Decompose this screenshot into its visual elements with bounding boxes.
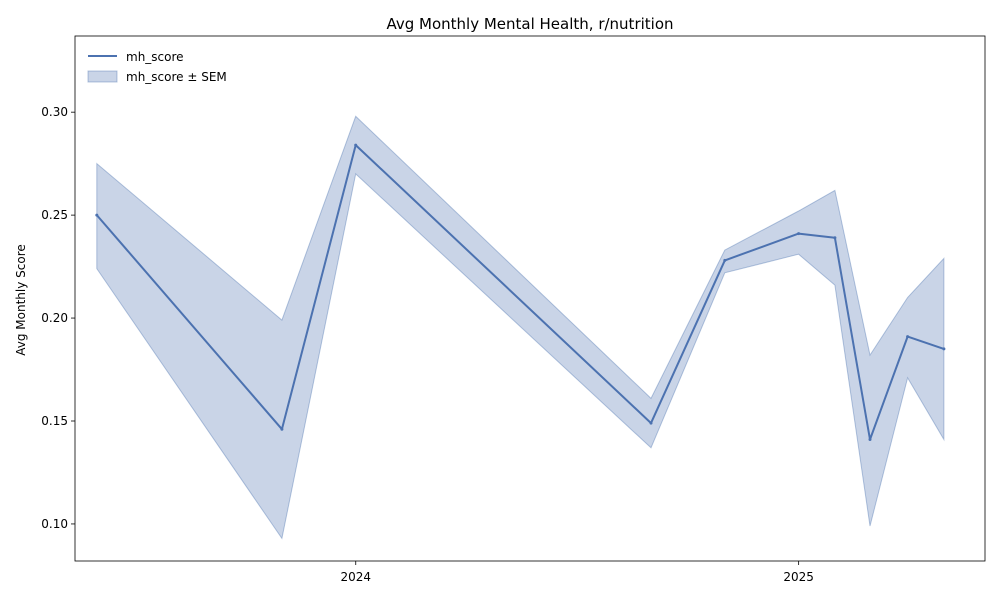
sem-band: [96, 115, 945, 540]
y-tick-label: 0.15: [41, 414, 68, 428]
chart-title: Avg Monthly Mental Health, r/nutrition: [386, 15, 673, 33]
y-tick-label: 0.25: [41, 208, 68, 222]
legend-label-line: mh_score: [126, 50, 184, 64]
data-point: [354, 143, 358, 147]
plot-area: [95, 115, 946, 540]
y-axis-label: Avg Monthly Score: [14, 244, 28, 356]
legend-label-band: mh_score ± SEM: [126, 70, 227, 84]
data-point: [280, 427, 284, 431]
data-point: [797, 232, 801, 236]
data-point: [868, 438, 872, 441]
data-point: [942, 347, 946, 351]
data-point: [95, 213, 99, 217]
data-point: [723, 258, 727, 262]
data-point: [649, 421, 653, 425]
legend-band-swatch: [87, 70, 118, 83]
series-line-mh-score: [96, 144, 945, 441]
y-tick-label: 0.30: [41, 105, 68, 119]
data-point: [833, 236, 837, 240]
y-tick-label: 0.20: [41, 311, 68, 325]
axes-frame: [74, 35, 986, 562]
y-tick-label: 0.10: [41, 517, 68, 531]
legend: mh_score mh_score ± SEM: [87, 50, 227, 84]
data-point: [906, 335, 910, 339]
x-tick-label: 2024: [340, 570, 371, 584]
x-tick-label: 2025: [783, 570, 814, 584]
